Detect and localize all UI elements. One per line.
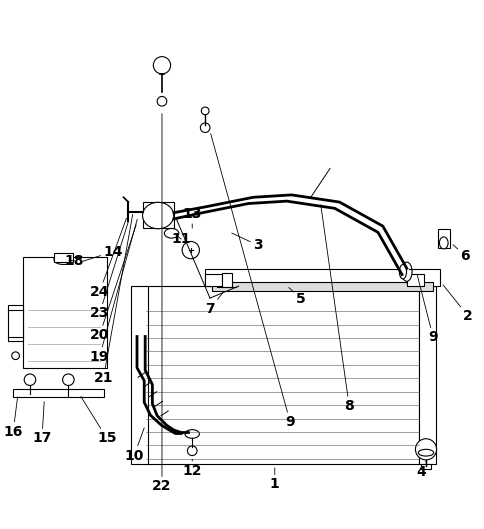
Ellipse shape	[184, 430, 199, 439]
Text: 16: 16	[3, 397, 23, 439]
Ellipse shape	[164, 229, 179, 238]
Ellipse shape	[142, 202, 173, 229]
Bar	[205, 269, 439, 286]
Bar	[418, 286, 435, 464]
Text: 21: 21	[93, 214, 133, 385]
Circle shape	[415, 439, 436, 460]
Bar	[420, 464, 430, 469]
Text: 11: 11	[171, 232, 191, 246]
Ellipse shape	[418, 449, 433, 456]
Bar	[437, 230, 449, 248]
Text: 4: 4	[415, 461, 425, 479]
Bar	[131, 286, 147, 464]
Bar	[23, 257, 106, 368]
Bar	[205, 274, 222, 286]
Circle shape	[201, 107, 209, 115]
Bar	[145, 286, 418, 464]
Text: 1: 1	[270, 468, 279, 491]
Circle shape	[24, 374, 36, 386]
Text: 12: 12	[182, 459, 201, 478]
Text: 22: 22	[152, 114, 171, 493]
Text: 17: 17	[32, 402, 51, 445]
Text: 13: 13	[182, 207, 201, 228]
Ellipse shape	[398, 264, 406, 279]
Text: 15: 15	[81, 396, 116, 445]
Text: 3: 3	[231, 233, 262, 252]
Text: 6: 6	[452, 245, 469, 263]
Bar	[222, 272, 231, 287]
Bar	[212, 282, 432, 291]
Circle shape	[153, 57, 170, 74]
Text: 23: 23	[90, 221, 128, 321]
Bar	[142, 202, 174, 229]
Text: 14: 14	[83, 244, 122, 261]
Text: 7: 7	[205, 293, 222, 316]
Ellipse shape	[439, 237, 447, 249]
Text: 20: 20	[90, 225, 136, 342]
Bar	[54, 253, 73, 262]
Circle shape	[187, 446, 197, 455]
Bar	[406, 274, 423, 286]
Text: 24: 24	[90, 218, 126, 299]
Text: 8: 8	[320, 205, 353, 413]
Text: 9: 9	[416, 275, 437, 344]
Text: 2: 2	[442, 285, 472, 323]
Circle shape	[62, 374, 74, 386]
Text: 19: 19	[90, 219, 137, 363]
Bar	[8, 305, 23, 341]
Circle shape	[200, 123, 210, 132]
Text: 5: 5	[288, 288, 305, 306]
Circle shape	[12, 352, 19, 360]
Text: 18: 18	[65, 254, 84, 268]
Circle shape	[182, 241, 199, 259]
Circle shape	[157, 96, 166, 106]
Ellipse shape	[54, 255, 73, 264]
Text: 10: 10	[124, 428, 144, 462]
Ellipse shape	[401, 262, 411, 281]
Bar	[13, 389, 104, 397]
Text: 9: 9	[210, 134, 294, 429]
